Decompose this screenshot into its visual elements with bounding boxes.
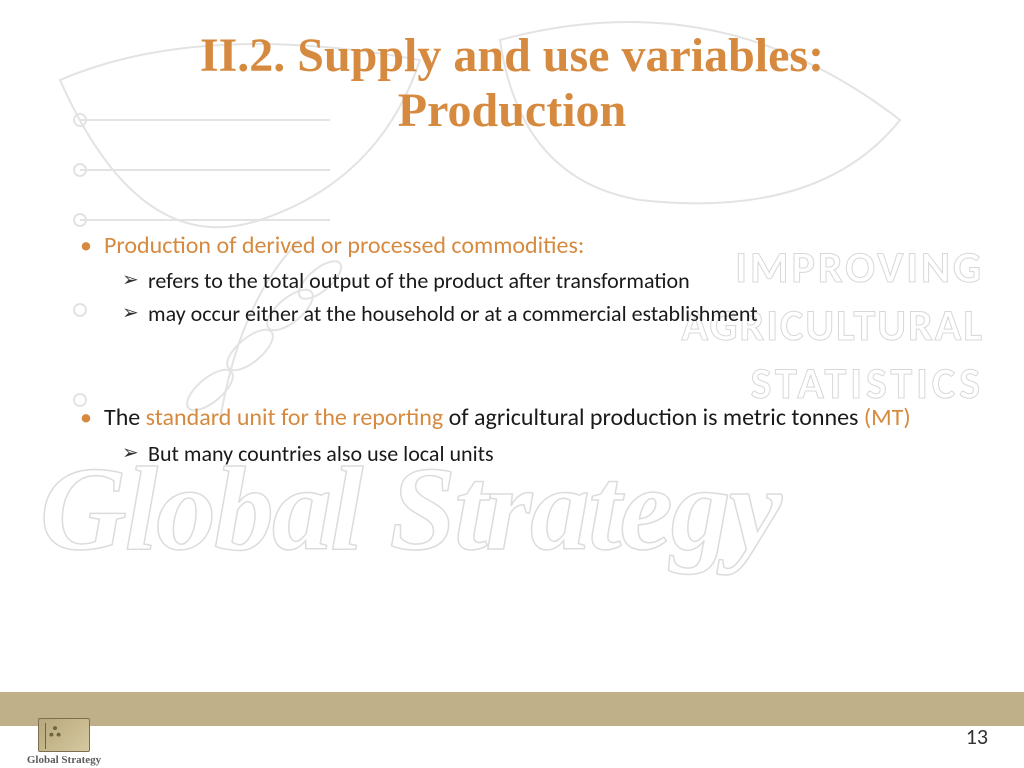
slide: II.2. Supply and use variables: Producti… [0, 0, 1024, 768]
bullet-2-sub-1: But many countries also use local units [78, 440, 954, 469]
slide-title: II.2. Supply and use variables: Producti… [0, 28, 1024, 138]
bullet-2-accent-2: (MT) [864, 403, 911, 432]
footer-bar-lower [0, 726, 1024, 768]
bullet-2-accent-1: standard unit for the reporting [146, 403, 444, 432]
bullet-1-sub-2: may occur either at the household or at … [78, 300, 954, 329]
bullet-1: Production of derived or processed commo… [78, 230, 954, 261]
logo-icon [38, 718, 90, 752]
title-line-1: II.2. Supply and use variables: [200, 29, 824, 82]
bullet-1-sub-1: refers to the total output of the produc… [78, 267, 954, 296]
bullet-1-text: Production of derived or processed commo… [104, 231, 584, 260]
footer: Global Strategy 13 [0, 692, 1024, 768]
slide-body: Production of derived or processed commo… [78, 230, 954, 472]
footer-logo: Global Strategy [16, 706, 112, 766]
logo-label: Global Strategy [27, 754, 101, 766]
footer-bar [0, 692, 1024, 726]
bullet-2-mid: of agricultural production is metric ton… [443, 403, 864, 432]
title-line-2: Production [398, 84, 626, 137]
bullet-2: The standard unit for the reporting of a… [78, 402, 954, 433]
bullet-2-pre: The [104, 403, 146, 432]
page-number: 13 [966, 723, 988, 750]
